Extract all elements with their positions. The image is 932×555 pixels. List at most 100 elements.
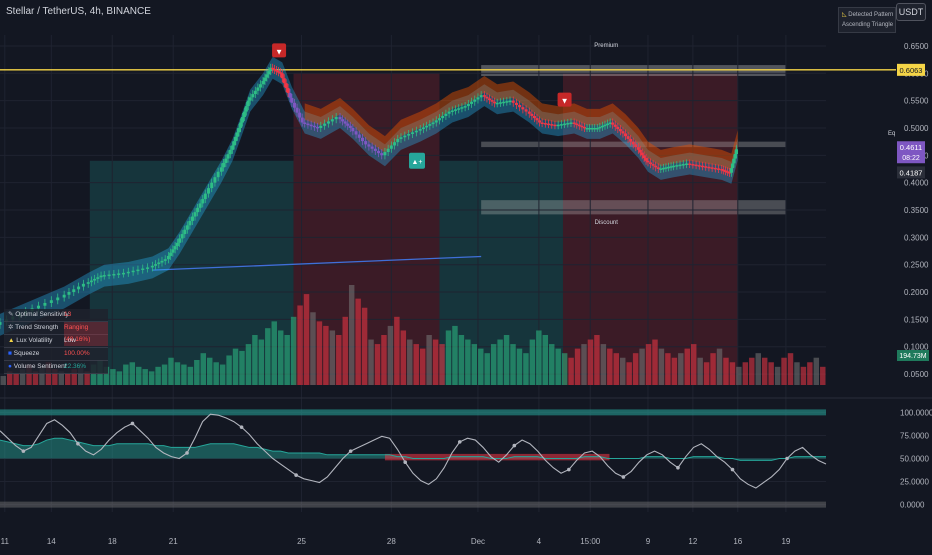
- candle: [166, 255, 170, 260]
- osc-y-tick-label: 100.0000: [900, 408, 932, 417]
- candle: [707, 166, 711, 169]
- candle: [354, 131, 358, 135]
- candle: [585, 127, 589, 130]
- osc-dot: [567, 467, 571, 472]
- volume-bar: [490, 344, 497, 385]
- candle: [611, 122, 615, 125]
- candle: [183, 229, 187, 235]
- volume-bar: [607, 348, 613, 385]
- candle: [490, 100, 494, 102]
- countdown-label: 08:22: [902, 155, 920, 162]
- candle: [232, 141, 236, 146]
- candle: [672, 165, 676, 168]
- volume-bar: [549, 344, 555, 385]
- candle: [669, 166, 673, 168]
- candle: [434, 120, 438, 123]
- pattern-value: Ascending Triangle: [842, 22, 894, 28]
- candle: [188, 220, 192, 226]
- candle: [316, 126, 320, 129]
- volume-bar: [142, 369, 148, 385]
- volume-bar: [781, 357, 787, 385]
- table-value: 100.00%: [64, 350, 90, 357]
- currency-button[interactable]: USDT: [896, 3, 926, 21]
- candle: [237, 127, 241, 133]
- candle: [373, 148, 377, 151]
- candle: [518, 105, 522, 108]
- volume-bar: [536, 330, 542, 385]
- osc-dot: [621, 475, 626, 479]
- candle: [93, 278, 97, 281]
- volume-bar: [407, 339, 413, 385]
- resistance-band: [304, 76, 738, 171]
- candle: [437, 118, 441, 121]
- x-tick-label: 16: [733, 537, 742, 546]
- candle: [201, 199, 205, 204]
- candle: [724, 170, 728, 173]
- sell-signal-label: ▼: [275, 47, 283, 56]
- candle: [141, 268, 145, 271]
- osc-dot: [785, 456, 789, 461]
- volume-bar: [626, 362, 632, 385]
- candle: [688, 163, 692, 166]
- candle: [248, 97, 252, 101]
- candle: [580, 125, 584, 128]
- candle: [566, 123, 570, 125]
- candle: [169, 252, 173, 256]
- candle: [389, 145, 393, 149]
- candle: [367, 144, 371, 147]
- volume-bar: [678, 353, 684, 385]
- table-row: ▲ Lux Volatility Low: [4, 335, 108, 348]
- candle: [102, 275, 106, 277]
- candle: [303, 122, 307, 124]
- volume-bar: [755, 353, 761, 385]
- candle: [550, 124, 554, 126]
- candle: [62, 294, 66, 298]
- candle: [651, 164, 655, 166]
- sell-signal: [272, 43, 287, 58]
- volume-bar: [394, 316, 400, 385]
- osc-dot: [457, 440, 462, 444]
- volume-bar: [665, 353, 671, 385]
- candle: [300, 117, 304, 123]
- volume-bar: [219, 364, 226, 385]
- candle: [403, 135, 407, 138]
- volume-bar: [510, 344, 516, 385]
- table-label: ● Volume Sentiment: [8, 363, 67, 370]
- volume-bar: [52, 369, 58, 385]
- volume-bar: [620, 357, 626, 385]
- candle: [710, 167, 714, 169]
- volume-bar: [155, 366, 161, 385]
- candle: [530, 113, 534, 116]
- candle: [383, 152, 387, 156]
- volume-bar: [271, 321, 277, 385]
- volume-bar: [342, 316, 348, 385]
- volume-bar: [768, 362, 774, 385]
- resistance-tag-label: 0.6063: [900, 66, 923, 75]
- candle: [532, 115, 536, 119]
- candle: [190, 216, 194, 221]
- x-tick-label: 11: [1, 537, 10, 546]
- sell-signal: [557, 92, 572, 107]
- volume-bar: [684, 348, 690, 385]
- candle: [278, 72, 282, 74]
- osc-y-tick-label: 25.0000: [900, 478, 929, 487]
- candle: [185, 225, 189, 230]
- candle: [457, 108, 461, 110]
- warning-icon: ▲: [8, 337, 15, 344]
- candle: [590, 127, 594, 130]
- volume-bar: [794, 362, 800, 385]
- candle: [224, 158, 228, 163]
- table-row: ✲ Trend Strength Ranging (48.16%): [4, 322, 108, 346]
- volume-bar: [239, 350, 245, 385]
- candle: [306, 123, 310, 126]
- candle: [642, 155, 646, 159]
- volume-bar: [671, 357, 678, 385]
- candle: [380, 153, 384, 156]
- volume-bar: [77, 366, 84, 385]
- volume-bar: [65, 373, 71, 385]
- candle: [482, 95, 486, 97]
- osc-y-tick-label: 50.0000: [900, 455, 929, 464]
- candle: [656, 167, 660, 169]
- candle: [265, 74, 269, 78]
